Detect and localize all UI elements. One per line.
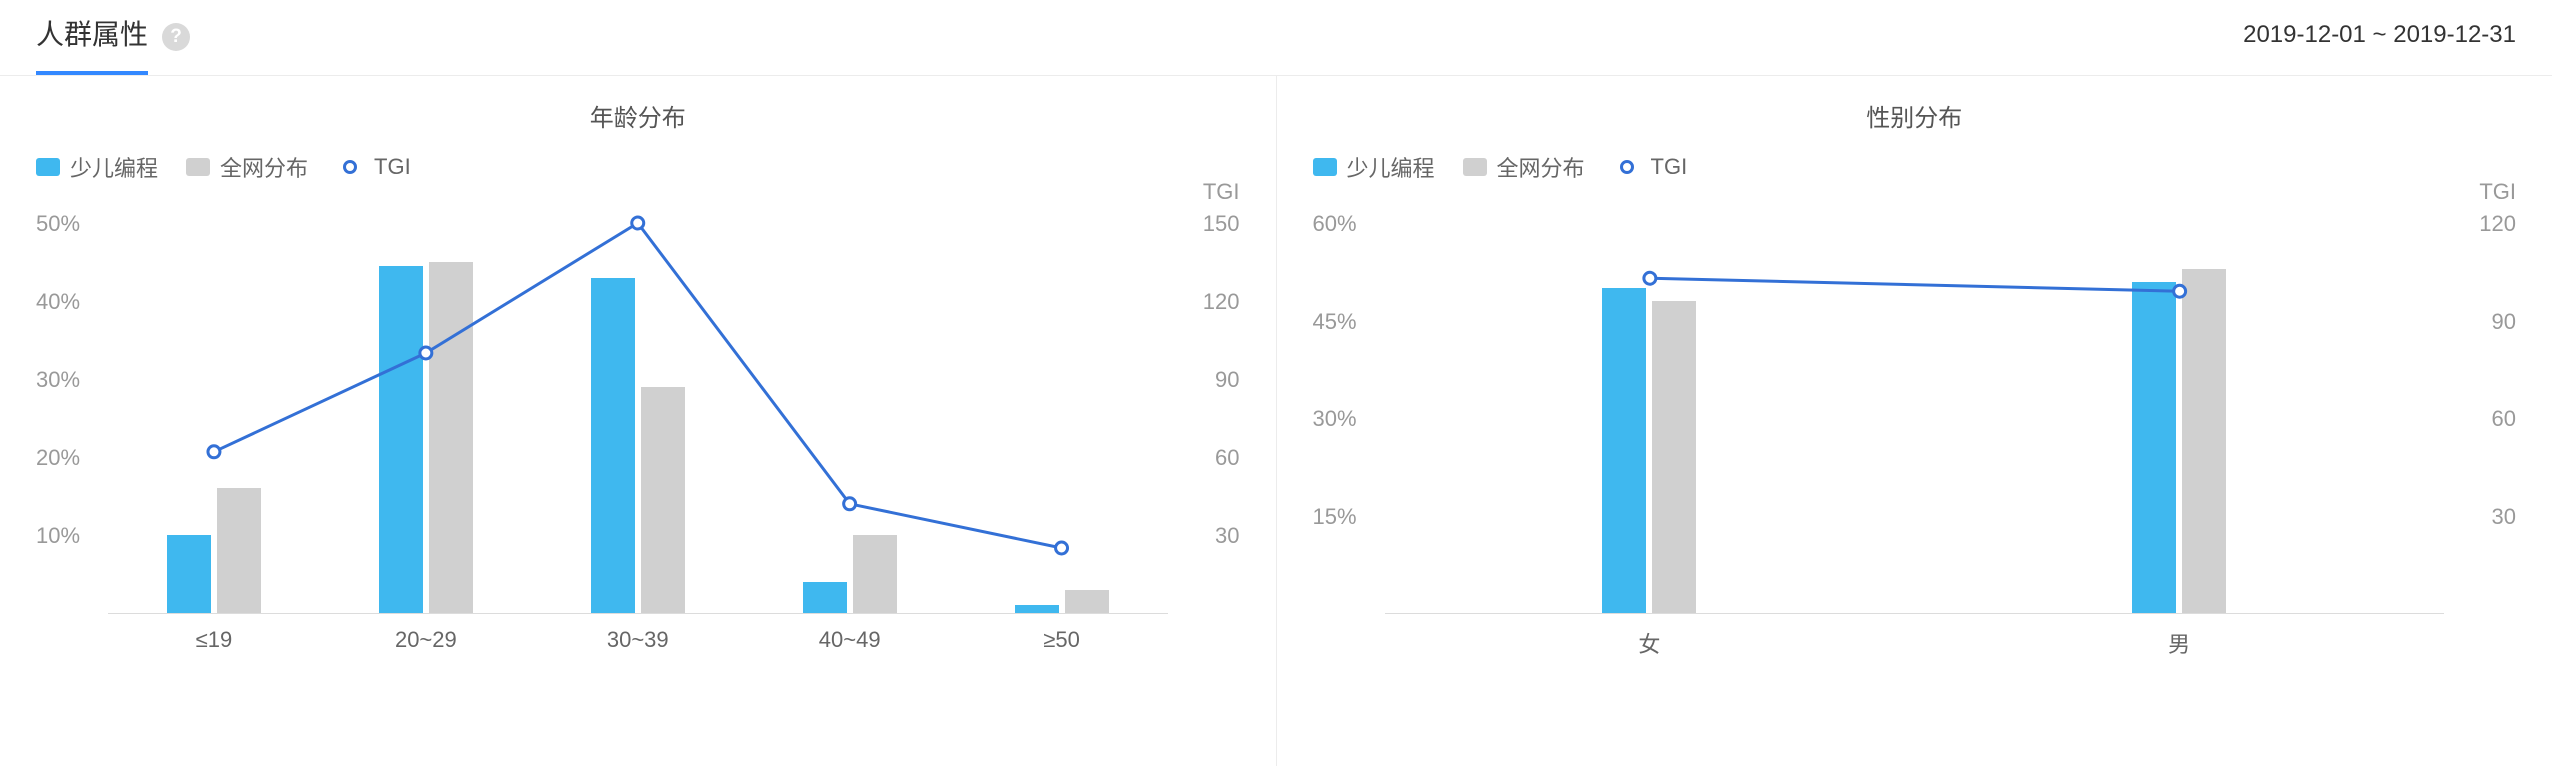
tgi-marker[interactable]	[1056, 542, 1068, 554]
axis-tick: 30	[2492, 504, 2516, 530]
legend-label-series1: 少儿编程	[1347, 151, 1435, 183]
axis-tick: 45%	[1313, 309, 1357, 335]
legend-swatch-tgi	[1620, 160, 1634, 174]
baseline	[108, 613, 1168, 614]
category-label: ≤19	[108, 627, 320, 653]
axis-tick: 90	[1215, 367, 1239, 393]
legend-swatch-series1	[36, 158, 60, 176]
axis-tick: 15%	[1313, 504, 1357, 530]
tgi-marker[interactable]	[844, 498, 856, 510]
age-chart-panel: 年龄分布 少儿编程 全网分布 TGI TGI 50% 40% 30% 20% 10% 1…	[0, 76, 1276, 766]
axis-tick: 60	[1215, 445, 1239, 471]
category-label: 40~49	[744, 627, 956, 653]
legend-series1[interactable]: 少儿编程	[1313, 151, 1435, 183]
gender-chart-title: 性别分布	[1313, 98, 2517, 133]
category-label: 20~29	[320, 627, 532, 653]
legend-series2[interactable]: 全网分布	[1463, 151, 1585, 183]
gender-plot: 女男	[1385, 223, 2445, 713]
axis-tick: 20%	[36, 445, 80, 471]
gender-line-layer	[1385, 223, 2445, 613]
legend-label-series1: 少儿编程	[70, 151, 158, 183]
axis-tick: 150	[1203, 211, 1240, 237]
legend-label-series2: 全网分布	[220, 151, 308, 183]
axis-tick: 10%	[36, 523, 80, 549]
axis-tick: 50%	[36, 211, 80, 237]
age-plot: ≤1920~2930~3940~49≥50	[108, 223, 1168, 713]
axis-tick: 30%	[36, 367, 80, 393]
header: 人群属性 ? 2019-12-01 ~ 2019-12-31	[0, 0, 2552, 76]
tgi-marker[interactable]	[2173, 285, 2185, 297]
baseline	[1385, 613, 2445, 614]
age-yright-title: TGI	[1203, 179, 1240, 205]
legend-swatch-series2	[1463, 158, 1487, 176]
legend-swatch-tgi	[343, 160, 357, 174]
gender-plot-wrap: TGI 60%45%30%15% 120906030 女男	[1313, 223, 2517, 713]
help-icon[interactable]: ?	[162, 23, 190, 51]
tgi-line	[1649, 278, 2179, 291]
tgi-line	[214, 223, 1062, 548]
legend-series1[interactable]: 少儿编程	[36, 151, 158, 183]
tgi-marker[interactable]	[208, 446, 220, 458]
age-yleft-axis: 50%40%30%20%10%	[36, 223, 108, 613]
legend-tgi[interactable]: TGI	[1613, 154, 1688, 180]
axis-tick: 60%	[1313, 211, 1357, 237]
axis-tick: 30%	[1313, 406, 1357, 432]
gender-chart-legend: 少儿编程 全网分布 TGI	[1313, 151, 2517, 183]
axis-tick: 90	[2492, 309, 2516, 335]
legend-label-tgi: TGI	[374, 154, 411, 180]
legend-series2[interactable]: 全网分布	[186, 151, 308, 183]
axis-tick: 40%	[36, 289, 80, 315]
axis-tick: 30	[1215, 523, 1239, 549]
date-range: 2019-12-01 ~ 2019-12-31	[2243, 21, 2516, 67]
axis-tick: 120	[1203, 289, 1240, 315]
age-plot-wrap: TGI 50%40%30%20%10% 150120906030 ≤1920~2…	[36, 223, 1240, 713]
legend-swatch-series2	[186, 158, 210, 176]
axis-tick: 60	[2492, 406, 2516, 432]
header-left: 人群属性 ?	[36, 13, 190, 75]
tgi-marker[interactable]	[420, 347, 432, 359]
category-label: ≥50	[956, 627, 1168, 653]
gender-yright-axis: 120906030	[2444, 223, 2516, 613]
age-chart-title: 年龄分布	[36, 98, 1240, 133]
age-chart-legend: 少儿编程 全网分布 TGI	[36, 151, 1240, 183]
gender-chart-panel: 性别分布 少儿编程 全网分布 TGI TGI 60% 45% 30% 15% 120 9…	[1276, 76, 2552, 766]
axis-tick: 120	[2479, 211, 2516, 237]
age-yright-axis: 150120906030	[1168, 223, 1240, 613]
legend-swatch-series1	[1313, 158, 1337, 176]
gender-yright-title: TGI	[2479, 179, 2516, 205]
category-label: 男	[1914, 627, 2444, 659]
tgi-marker[interactable]	[632, 217, 644, 229]
legend-label-tgi: TGI	[1651, 154, 1688, 180]
page-title: 人群属性	[36, 13, 148, 75]
category-label: 30~39	[532, 627, 744, 653]
charts-row: 年龄分布 少儿编程 全网分布 TGI TGI 50% 40% 30% 20% 10% 1…	[0, 76, 2552, 766]
gender-yleft-axis: 60%45%30%15%	[1313, 223, 1385, 613]
category-label: 女	[1385, 627, 1915, 659]
tgi-marker[interactable]	[1643, 272, 1655, 284]
legend-label-series2: 全网分布	[1497, 151, 1585, 183]
legend-tgi[interactable]: TGI	[336, 154, 411, 180]
age-line-layer	[108, 223, 1168, 613]
